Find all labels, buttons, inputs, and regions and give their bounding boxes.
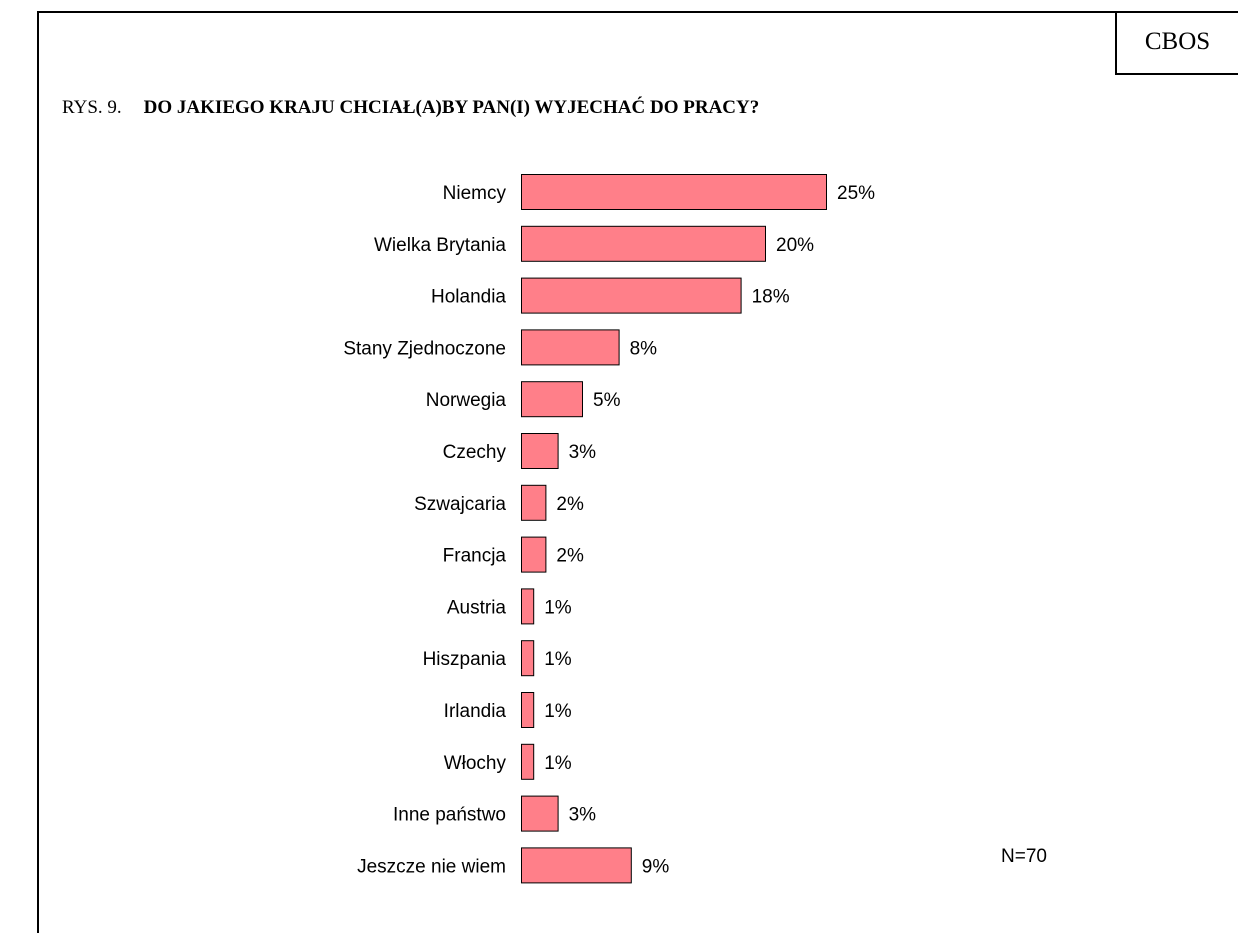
value-label-stany-zjednoczone: 8% [630,338,658,359]
category-label-szwajcaria: Szwajcaria [414,494,506,515]
value-label-jeszcze-nie-wiem: 9% [642,856,670,877]
category-label-jeszcze-nie-wiem: Jeszcze nie wiem [357,856,506,877]
value-label-hiszpania: 1% [544,649,572,670]
value-label-francja: 2% [556,546,584,567]
value-label-austria: 1% [544,597,572,618]
bar-austria [521,588,535,625]
figure-number: RYS. 9. [62,97,122,118]
category-label-hiszpania: Hiszpania [423,649,507,670]
category-label-stany-zjednoczone: Stany Zjednoczone [343,338,506,359]
bar-irlandia [521,692,535,728]
figure-title: RYS. 9. DO JAKIEGO KRAJU CHCIAŁ(A)BY PAN(… [62,97,759,119]
value-label-holandia: 18% [752,287,790,308]
category-label-norwegia: Norwegia [426,390,507,411]
category-label-holandia: Holandia [431,287,506,308]
value-label-inne-panstwo: 3% [569,805,597,826]
figure-frame [37,11,1238,933]
category-label-austria: Austria [447,597,507,618]
bar-francja [521,536,547,573]
bar-wielka-brytania [521,225,766,262]
bar-inne-panstwo [521,795,559,832]
bar-wlochy [521,743,535,780]
category-label-francja: Francja [443,546,507,567]
value-label-wielka-brytania: 20% [776,235,814,256]
category-label-inne-panstwo: Inne państwo [393,805,506,826]
category-label-czechy: Czechy [443,442,507,463]
value-label-norwegia: 5% [593,390,621,411]
bars-layer: Niemcy 25% Wielka Brytania 20% Holandia 18% St… [343,174,875,884]
category-label-irlandia: Irlandia [444,701,507,722]
figure-question: DO JAKIEGO KRAJU CHCIAŁ(A)BY PAN(I) WYJE… [143,97,760,118]
value-label-wlochy: 1% [544,753,572,774]
category-label-wielka-brytania: Wielka Brytania [374,235,506,256]
bar-holandia [521,277,742,314]
bar-jeszcze-nie-wiem [521,847,632,884]
value-label-niemcy: 25% [837,183,875,204]
category-label-wlochy: Włochy [444,753,507,774]
sample-size-note: N=70 [1001,846,1047,867]
bar-hiszpania [521,640,535,677]
bar-stany-zjednoczone [521,329,620,366]
bar-norwegia [521,381,583,418]
bar-szwajcaria [521,484,547,521]
value-label-irlandia: 1% [544,701,572,722]
category-label-niemcy: Niemcy [443,183,507,204]
value-label-szwajcaria: 2% [556,494,584,515]
value-label-czechy: 3% [569,442,597,463]
bar-niemcy [521,174,827,210]
brand-label: CBOS [1115,11,1238,75]
bar-czechy [521,433,559,469]
